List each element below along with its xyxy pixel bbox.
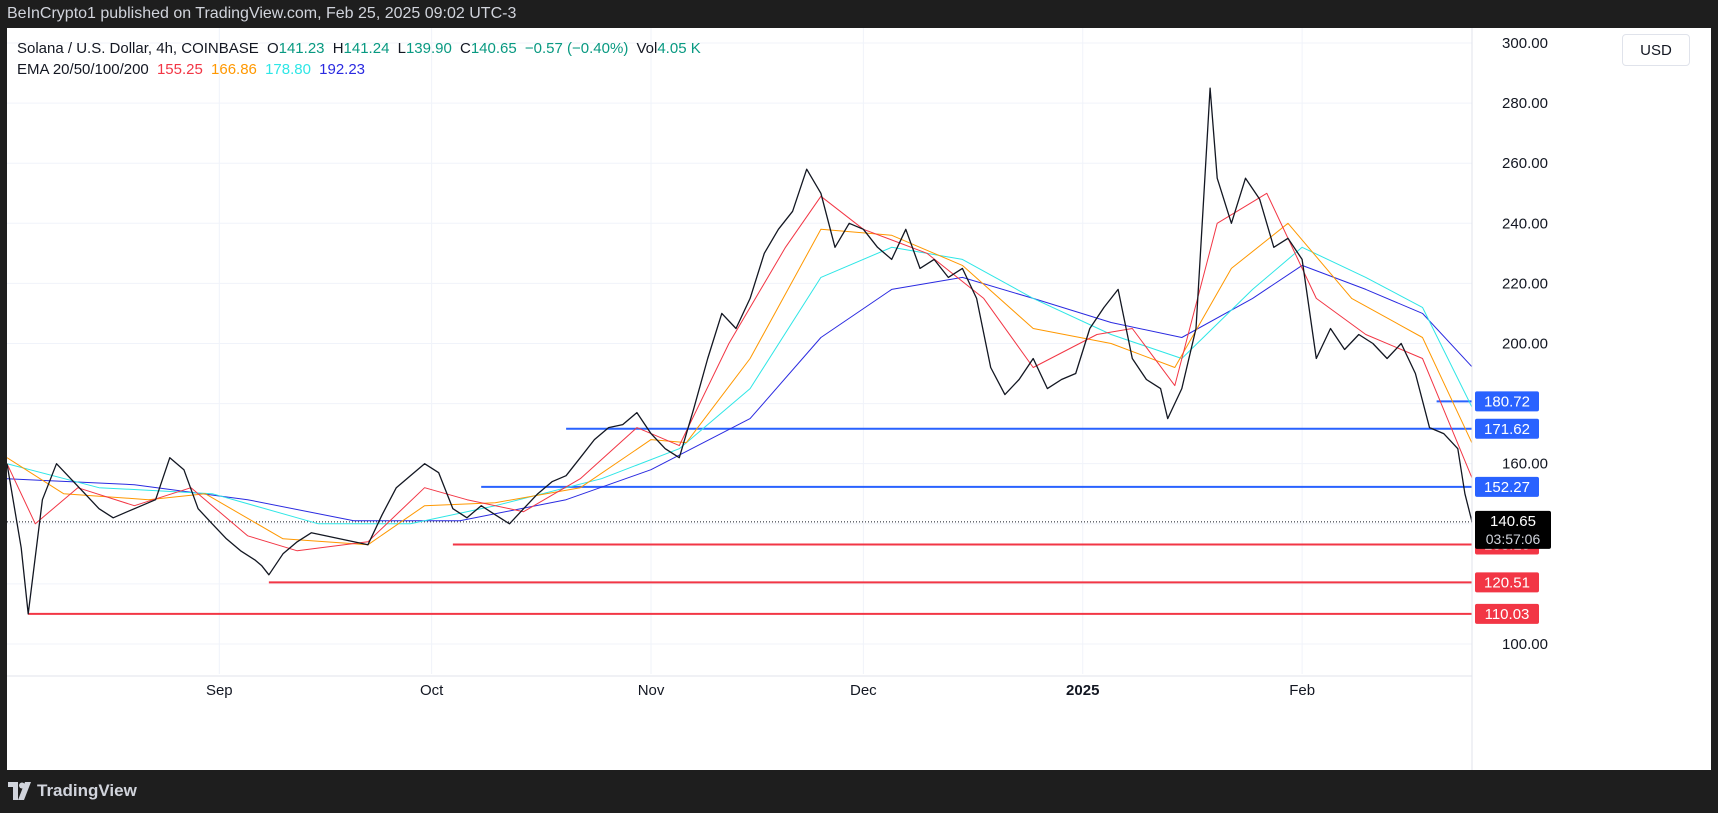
y-tick-label: 260.00 <box>1502 155 1548 172</box>
resistance-label-bg <box>1475 391 1539 412</box>
volume-value: 4.05 K <box>657 40 701 57</box>
y-tick-label: 220.00 <box>1502 275 1548 292</box>
legend: Solana / U.S. Dollar, 4h, COINBASE O141.… <box>17 38 701 80</box>
close-value: 140.65 <box>470 40 517 57</box>
y-tick-label: 280.00 <box>1502 95 1548 112</box>
last-price-label-bg <box>1475 510 1551 549</box>
tradingview-brand[interactable]: TradingView <box>37 781 137 800</box>
y-tick-label: 240.00 <box>1502 215 1548 232</box>
bar-countdown-label: 03:57:06 <box>1486 531 1541 547</box>
last-price-label: 140.65 <box>1490 513 1536 530</box>
ema20-value: 155.25 <box>156 61 203 78</box>
ema100-line <box>7 246 1473 525</box>
price-labels: 180.72171.62152.27133.10120.51110.03140.… <box>1475 391 1551 624</box>
high-label: H <box>332 40 344 57</box>
support-label: 120.51 <box>1484 574 1530 591</box>
price-chart[interactable]: 100.00 160.00 200.00 220.00 240.00 260.00 280.… <box>7 28 1711 770</box>
support-label-bg <box>1475 572 1539 593</box>
low-label: L <box>397 40 406 57</box>
currency-label: USD <box>1640 41 1672 59</box>
ema-label[interactable]: EMA 20/50/100/200 <box>17 61 149 78</box>
support-label: 110.03 <box>1485 606 1530 623</box>
resistance-label-bg <box>1475 418 1539 439</box>
x-tick-label: Oct <box>420 682 444 699</box>
key-levels <box>7 400 1472 615</box>
symbol-name[interactable]: Solana / U.S. Dollar, 4h, COINBASE <box>17 40 259 57</box>
x-tick-label: Dec <box>850 682 877 699</box>
price-line <box>7 87 1473 615</box>
ema50-value: 166.86 <box>211 61 257 78</box>
resistance-label-bg <box>1475 476 1539 497</box>
low-value: 139.90 <box>405 40 452 57</box>
y-tick-label: 300.00 <box>1502 35 1548 52</box>
y-tick-label: 160.00 <box>1502 456 1548 473</box>
series-lines <box>7 87 1473 615</box>
change-value: −0.57 (−0.40%) <box>524 40 629 57</box>
support-label-bg <box>1475 603 1539 624</box>
open-label: O <box>266 40 279 57</box>
ema20-line <box>7 192 1473 552</box>
ema200-value: 192.23 <box>319 61 366 78</box>
y-tick-label: 100.00 <box>1502 636 1548 653</box>
chart-panel[interactable]: 100.00 160.00 200.00 220.00 240.00 260.00 280.… <box>7 28 1711 770</box>
x-tick-label: Nov <box>638 682 665 699</box>
currency-button[interactable]: USD <box>1622 34 1690 66</box>
footer-bar: TradingView <box>0 770 1718 813</box>
x-tick-label: 2025 <box>1066 682 1099 699</box>
resistance-label: 180.72 <box>1484 393 1530 410</box>
axes: 100.00 160.00 200.00 220.00 240.00 260.00 280.… <box>7 28 1548 770</box>
legend-ohlc-row: Solana / U.S. Dollar, 4h, COINBASE O141.… <box>17 38 701 59</box>
publisher-text: BeInCrypto1 published on TradingView.com… <box>7 5 517 22</box>
ema50-line <box>7 222 1473 546</box>
ema200-line <box>7 264 1473 522</box>
ema100-value: 178.80 <box>265 61 311 78</box>
high-value: 141.24 <box>343 40 390 57</box>
close-label: C <box>460 40 471 57</box>
grid <box>7 28 1472 674</box>
volume-label: Vol <box>636 40 658 57</box>
tradingview-logo-icon[interactable] <box>8 782 32 800</box>
y-tick-label: 200.00 <box>1502 335 1548 352</box>
open-value: 141.23 <box>278 40 325 57</box>
resistance-label: 152.27 <box>1484 479 1530 496</box>
resistance-label: 171.62 <box>1484 421 1530 438</box>
publisher-bar: BeInCrypto1 published on TradingView.com… <box>0 0 1718 28</box>
x-tick-label: Sep <box>206 682 233 699</box>
legend-ema-row: EMA 20/50/100/200 155.25 166.86 178.80 1… <box>17 59 701 80</box>
x-tick-label: Feb <box>1289 682 1315 699</box>
